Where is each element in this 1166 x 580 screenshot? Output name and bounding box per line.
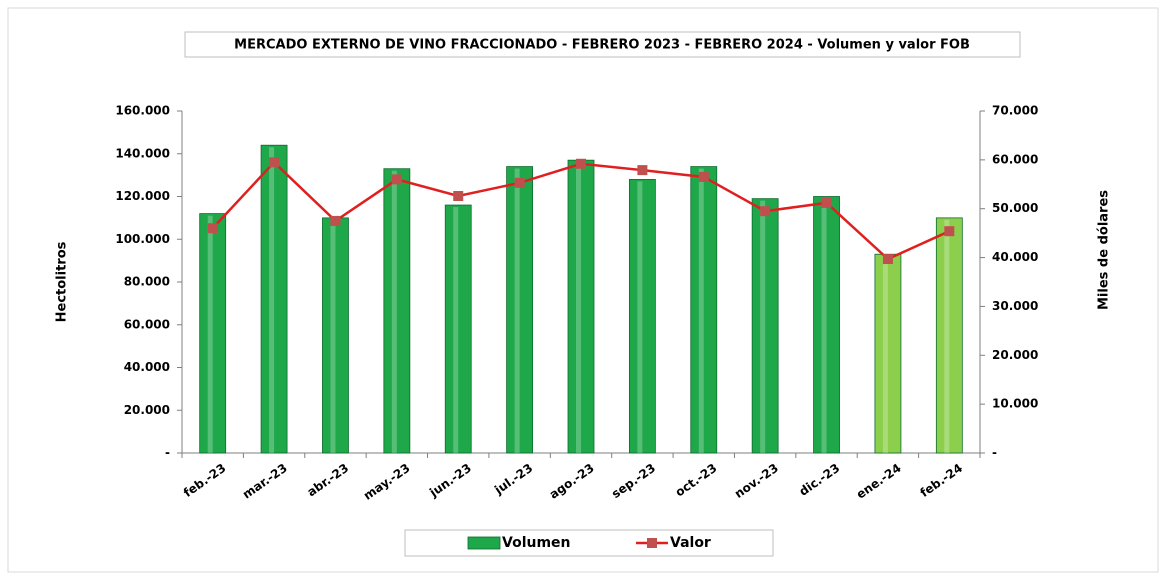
bar-highlight — [760, 200, 766, 453]
marker — [821, 197, 832, 208]
chart-title: MERCADO EXTERNO DE VINO FRACCIONADO - FE… — [234, 38, 970, 53]
bar — [506, 166, 534, 454]
marker — [514, 177, 525, 188]
y2-tick-label: - — [992, 446, 997, 460]
bar — [199, 213, 227, 454]
legend-swatch — [467, 536, 501, 550]
legend-label: Volumen — [502, 535, 571, 551]
bar-highlight — [637, 181, 643, 453]
bar — [444, 204, 472, 454]
title-box — [184, 31, 1021, 58]
legend-label: Valor — [670, 535, 711, 551]
y-tick-label: 20.000 — [124, 403, 170, 417]
bar — [383, 168, 411, 454]
marker — [391, 174, 402, 185]
y-tick-label: - — [165, 446, 170, 460]
y2-tick-label: 50.000 — [992, 201, 1038, 215]
bar-highlight — [269, 147, 275, 453]
bar — [935, 217, 963, 454]
bar-highlight — [698, 168, 704, 453]
bar — [751, 198, 779, 454]
bar-highlight — [576, 162, 581, 453]
marker — [698, 171, 709, 182]
marker — [453, 191, 464, 202]
bar-highlight — [882, 256, 888, 453]
y-tick-label: 80.000 — [124, 275, 170, 289]
bar-highlight — [514, 168, 520, 453]
bar-highlight — [453, 207, 459, 453]
bar — [874, 253, 902, 454]
marker — [207, 223, 218, 234]
bar — [567, 159, 595, 454]
bar — [322, 217, 349, 454]
y2-tick-label: 60.000 — [992, 152, 1038, 166]
y2-axis-label: Miles de dólares — [1097, 190, 1112, 310]
bar-highlight — [391, 170, 397, 453]
marker — [576, 158, 586, 169]
y-tick-label: 120.000 — [115, 189, 170, 203]
bar — [260, 144, 288, 454]
marker — [637, 165, 648, 176]
bar-highlight — [330, 219, 336, 453]
bar — [813, 196, 840, 454]
legend-marker — [647, 538, 657, 548]
bar — [690, 166, 718, 454]
marker — [330, 215, 341, 226]
y-tick-label: 40.000 — [124, 360, 170, 374]
y-tick-label: 160.000 — [115, 104, 170, 118]
marker — [882, 254, 893, 265]
marker — [760, 206, 771, 217]
y2-tick-label: 10.000 — [992, 397, 1038, 411]
marker — [944, 226, 955, 237]
y-tick-label: 100.000 — [115, 232, 170, 246]
y-axis-label: Hectolitros — [55, 241, 70, 322]
y2-tick-label: 20.000 — [992, 348, 1038, 362]
y2-tick-label: 70.000 — [992, 104, 1038, 118]
bar-highlight — [821, 198, 827, 453]
bar-highlight — [944, 219, 950, 453]
bar-highlight — [207, 215, 213, 453]
bar — [628, 178, 656, 454]
y2-tick-label: 30.000 — [992, 299, 1038, 313]
y-tick-label: 60.000 — [124, 317, 170, 331]
y-tick-label: 140.000 — [115, 146, 170, 160]
y2-tick-label: 40.000 — [992, 250, 1038, 264]
marker — [269, 157, 280, 168]
legend-box — [404, 529, 774, 557]
